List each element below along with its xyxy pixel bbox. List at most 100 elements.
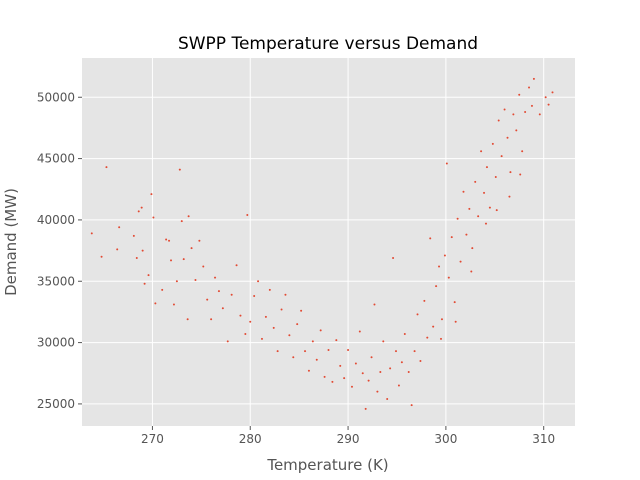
chart-title: SWPP Temperature versus Demand [178, 34, 478, 54]
data-point [470, 270, 473, 273]
data-point [495, 209, 498, 212]
data-point [323, 375, 326, 378]
data-point [491, 142, 494, 145]
data-point [483, 191, 486, 194]
data-point [379, 371, 382, 374]
data-point [410, 404, 413, 407]
data-point [264, 315, 267, 318]
data-point [440, 318, 443, 321]
data-point [226, 340, 229, 343]
x-axis-label: Temperature (K) [266, 456, 388, 474]
data-point [367, 379, 370, 382]
data-point [376, 390, 379, 393]
data-point [118, 226, 121, 229]
data-point [518, 93, 521, 96]
data-point [471, 247, 474, 250]
data-point [484, 222, 487, 225]
data-point [413, 350, 416, 353]
data-point [198, 239, 201, 242]
data-point [165, 238, 168, 241]
data-point [202, 265, 205, 268]
data-point [392, 256, 395, 259]
data-point [304, 350, 307, 353]
data-point [439, 337, 442, 340]
data-point [182, 258, 185, 261]
data-point [506, 136, 509, 139]
data-point [296, 323, 299, 326]
data-point [288, 334, 291, 337]
data-point [386, 398, 389, 401]
data-point [161, 288, 164, 291]
data-point [268, 288, 271, 291]
data-point [135, 256, 138, 259]
data-point [453, 301, 456, 304]
data-point [524, 110, 527, 113]
data-point [497, 119, 500, 122]
data-point [508, 195, 511, 198]
data-point [532, 77, 535, 80]
data-point [143, 282, 146, 285]
data-point [361, 372, 364, 375]
x-tick-label: 290 [337, 432, 360, 446]
data-point [343, 377, 346, 380]
data-point [315, 358, 318, 361]
data-point [190, 247, 193, 250]
data-point [249, 320, 252, 323]
data-point [154, 302, 157, 305]
y-tick-label: 35000 [37, 274, 75, 288]
data-point [447, 276, 450, 279]
data-point [257, 280, 260, 283]
x-tick-label: 270 [141, 432, 164, 446]
x-axis-ticks: 270 280 290 300 310 [141, 426, 555, 446]
data-point [503, 108, 506, 111]
data-point [423, 299, 426, 302]
data-point [137, 210, 140, 213]
data-point [465, 233, 468, 236]
data-point [141, 249, 144, 252]
data-point [147, 274, 150, 277]
data-point [480, 150, 483, 153]
data-point [187, 215, 190, 218]
data-point [512, 113, 515, 116]
data-point [319, 329, 322, 332]
data-point [551, 91, 554, 94]
x-tick-label: 280 [239, 432, 262, 446]
plot-area [82, 58, 575, 426]
data-point [260, 337, 263, 340]
data-point [217, 290, 220, 293]
data-point [373, 303, 376, 306]
data-point [403, 333, 406, 335]
data-point [307, 369, 310, 372]
data-point [445, 162, 448, 165]
data-point [186, 318, 189, 321]
data-point [394, 350, 397, 353]
data-point [210, 318, 213, 321]
data-point [347, 348, 350, 351]
y-axis-ticks: 25000 30000 35000 40000 45000 50000 [37, 90, 82, 411]
y-tick-label: 50000 [37, 90, 75, 104]
data-point [450, 236, 453, 239]
data-point [419, 359, 422, 362]
data-point [311, 340, 314, 343]
data-point [389, 367, 392, 370]
data-point [474, 180, 477, 183]
data-point [530, 104, 533, 107]
data-point [426, 336, 429, 339]
data-point [494, 175, 497, 178]
y-axis-label: Demand (MW) [2, 188, 20, 296]
data-point [370, 356, 373, 359]
data-point [544, 96, 547, 99]
data-point [272, 326, 275, 329]
data-point [150, 193, 153, 196]
data-point [284, 293, 287, 296]
data-point [152, 216, 155, 219]
data-point [528, 86, 531, 89]
data-point [246, 214, 249, 217]
data-point [397, 384, 400, 387]
data-point [485, 166, 488, 169]
data-point [132, 234, 135, 237]
data-point [244, 333, 247, 335]
data-point [454, 320, 457, 323]
data-point [116, 248, 119, 251]
data-point [90, 232, 93, 235]
